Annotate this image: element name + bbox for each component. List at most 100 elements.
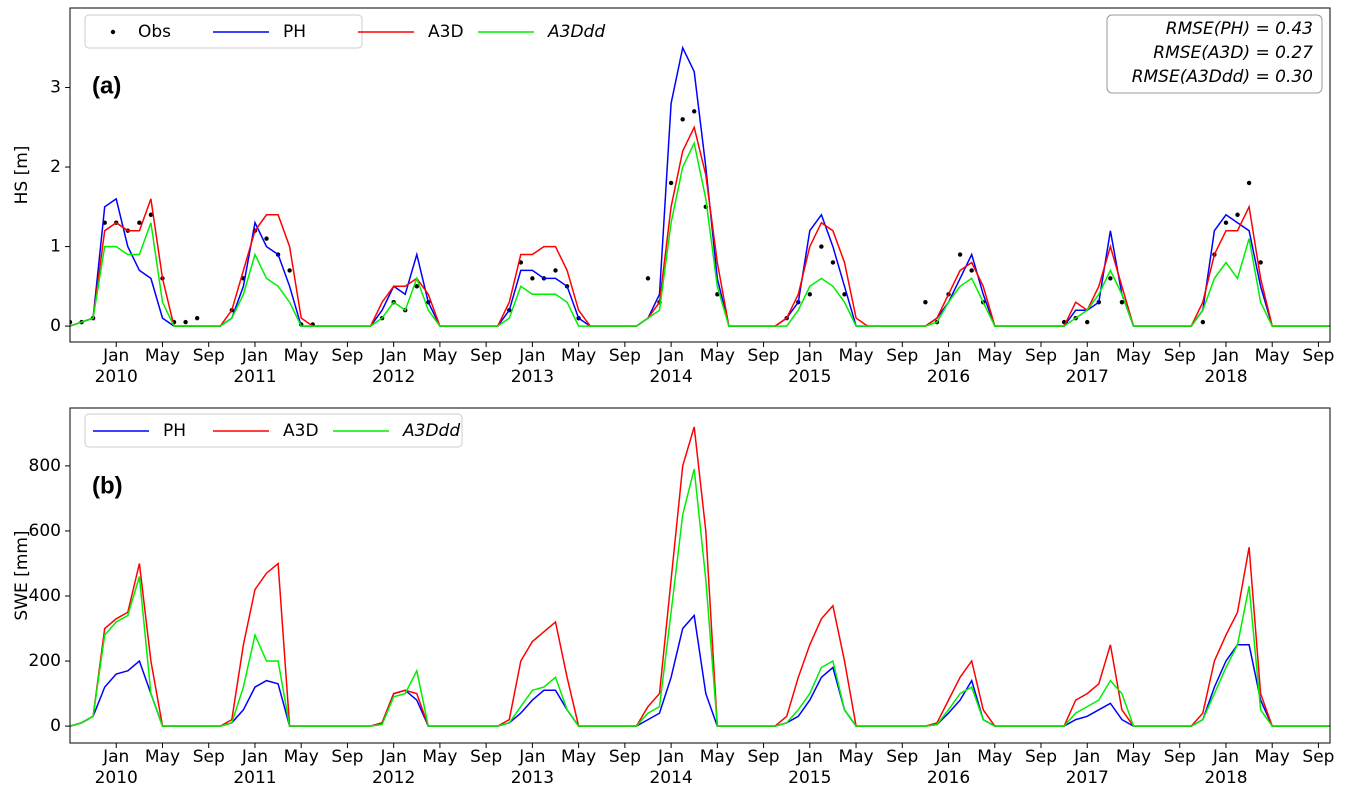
series-group	[70, 45, 1330, 327]
y-tick-label: 1	[50, 237, 61, 257]
x-year-label: 2015	[788, 367, 831, 387]
obs-point	[1258, 260, 1263, 265]
x-tick-label: May	[561, 346, 596, 366]
series-line	[70, 426, 1330, 727]
plot-frame	[69, 407, 1331, 744]
obs-point	[923, 300, 928, 305]
x-tick-label: May	[977, 747, 1012, 767]
x-year-label: 2012	[372, 768, 415, 786]
obs-point	[715, 292, 720, 297]
obs-point	[692, 109, 697, 114]
y-tick-label: 600	[29, 521, 61, 541]
series-line	[70, 125, 1330, 327]
legend-label: A3Ddd	[402, 421, 460, 441]
x-tick-label: Jan	[102, 747, 129, 767]
y-axis-label: HS [m]	[12, 146, 32, 205]
x-tick-label: Jan	[934, 346, 961, 366]
legend-marker	[110, 29, 116, 35]
y-tick-label: 3	[50, 78, 61, 98]
x-tick-label: May	[561, 747, 596, 767]
legend-label: PH	[163, 421, 186, 441]
x-tick-label: May	[422, 747, 457, 767]
obs-point	[830, 260, 836, 265]
x-tick-label: Jan	[934, 747, 961, 767]
x-tick-label: Jan	[1073, 747, 1100, 767]
obs-point	[842, 292, 847, 297]
annotation: RMSE(A3Ddd) = 0.30	[1132, 67, 1313, 87]
series-line	[70, 468, 1330, 727]
x-tick-label: May	[977, 346, 1012, 366]
obs-point	[530, 276, 535, 281]
legend-label: A3D	[428, 22, 464, 42]
x-year-label: 2017	[1066, 367, 1109, 387]
x-tick-label: May	[1116, 747, 1151, 767]
x-tick-label: Sep	[886, 346, 918, 366]
x-tick-label: Jan	[1073, 346, 1100, 366]
obs-point	[137, 220, 142, 225]
x-tick-label: Jan	[380, 346, 407, 366]
obs-point	[957, 252, 963, 257]
x-tick-label: Sep	[748, 747, 780, 767]
legend-box	[84, 413, 463, 448]
x-year-label: 2015	[788, 768, 831, 786]
x-tick-label: Sep	[193, 747, 225, 767]
x-tick-label: May	[700, 346, 735, 366]
x-year-label: 2011	[233, 768, 276, 786]
series-group	[70, 426, 1330, 727]
annotation-box	[1106, 14, 1323, 94]
y-tick-label: 0	[50, 316, 61, 336]
y-tick-label: 200	[29, 651, 61, 671]
x-tick-label: Jan	[380, 747, 407, 767]
obs-point	[264, 236, 269, 241]
x-tick-label: Sep	[331, 747, 363, 767]
obs-point	[287, 268, 292, 273]
x-tick-label: May	[1255, 346, 1290, 366]
x-tick-label: Sep	[609, 747, 641, 767]
y-tick-label: 400	[29, 586, 61, 606]
y-tick-label: 800	[29, 456, 61, 476]
obs-point	[194, 315, 200, 321]
series-line	[70, 613, 1330, 727]
x-tick-label: Sep	[1302, 747, 1334, 767]
panel-label: (b)	[92, 472, 123, 499]
x-year-label: 2013	[511, 367, 554, 387]
x-year-label: 2011	[233, 367, 276, 387]
legend-label: A3D	[283, 421, 319, 441]
x-tick-label: Jan	[657, 747, 684, 767]
x-year-label: 2010	[95, 768, 138, 786]
y-tick-label: 0	[50, 716, 61, 736]
x-tick-label: Jan	[241, 747, 268, 767]
x-tick-label: Sep	[886, 747, 918, 767]
x-tick-label: Sep	[470, 346, 502, 366]
series-line	[70, 45, 1330, 327]
obs-point	[1200, 319, 1206, 325]
obs-point	[414, 284, 419, 289]
x-tick-label: May	[284, 346, 319, 366]
obs-point	[680, 117, 685, 122]
x-tick-label: Sep	[609, 346, 641, 366]
legend-label: A3Ddd	[547, 22, 605, 42]
x-year-label: 2010	[95, 367, 138, 387]
obs-point	[70, 319, 73, 325]
obs-point	[1119, 300, 1125, 305]
x-tick-label: Jan	[796, 346, 823, 366]
series-line	[70, 140, 1330, 327]
x-tick-label: Sep	[748, 346, 780, 366]
obs-point	[819, 244, 824, 249]
panel: 0 200 400 600 800 Jan May Sep Jan May Sep Jan May Sep…	[12, 407, 1334, 788]
plot-frame	[69, 7, 1331, 343]
x-year-label: 2018	[1204, 367, 1247, 387]
x-tick-label: Jan	[241, 346, 268, 366]
x-year-label: 2016	[927, 367, 970, 387]
obs-point	[1235, 212, 1240, 217]
x-year-label: 2017	[1066, 768, 1109, 786]
obs-point	[645, 276, 651, 281]
x-year-label: 2013	[511, 768, 554, 786]
x-tick-label: May	[1255, 747, 1290, 767]
x-year-label: 2012	[372, 367, 415, 387]
x-tick-label: May	[284, 747, 319, 767]
x-tick-label: May	[422, 346, 457, 366]
obs-point	[183, 319, 188, 325]
legend-label: PH	[283, 22, 306, 42]
